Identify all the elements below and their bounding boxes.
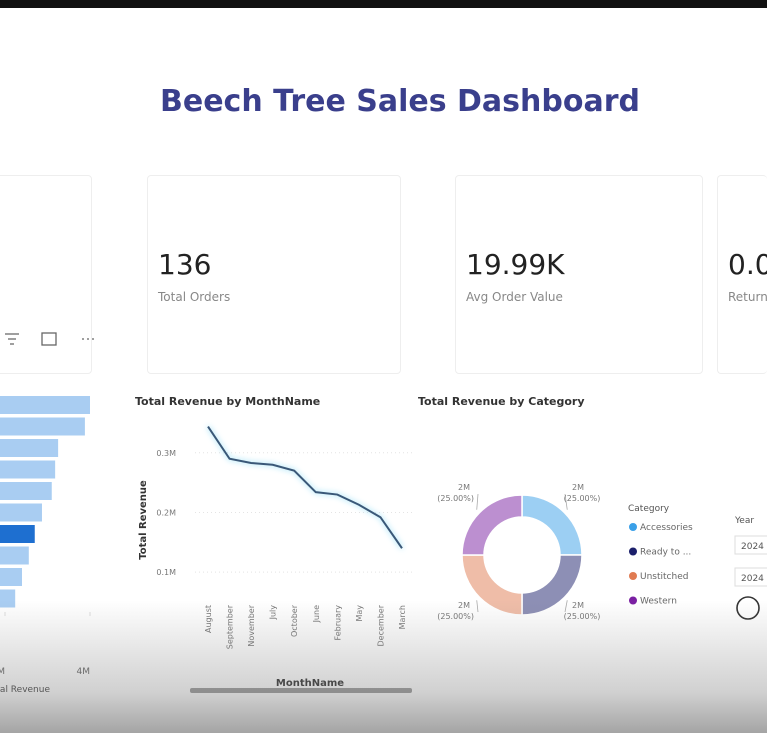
kpi-card: 0.0 Return: [717, 175, 767, 374]
data-label-percent: (25.00%): [437, 612, 474, 621]
data-label: 2M: [572, 483, 584, 492]
slicer-toggle[interactable]: [736, 596, 760, 620]
x-tick-label: 2M: [0, 667, 5, 677]
legend-marker: [629, 523, 637, 531]
dashboard-title: Beech Tree Sales Dashboard: [160, 84, 640, 119]
data-label: 2M: [458, 601, 470, 610]
bar: [0, 460, 56, 479]
bar: [0, 525, 35, 543]
x-tick-label: October: [290, 604, 299, 637]
bar: [0, 503, 42, 522]
legend-marker: [629, 547, 637, 556]
y-tick-label: 0.3M: [156, 449, 176, 458]
y-tick-label: 0.1M: [156, 568, 176, 577]
x-tick-label: March: [398, 605, 407, 629]
chart-title: Total Revenue by MonthName: [135, 395, 320, 408]
x-tick-label: February: [333, 605, 342, 641]
legend-label: Unstitched: [640, 572, 688, 582]
chart-title: Total Revenue by Category: [418, 395, 585, 408]
legend-label: Accessories: [640, 523, 693, 533]
legend-label: Western: [640, 597, 677, 607]
leader-line: [476, 493, 479, 510]
kpi-label: Total Orders: [158, 290, 231, 304]
top-bar: [0, 0, 767, 8]
kpi-value: 19.99K: [466, 248, 565, 281]
donut-slice: [461, 494, 523, 556]
x-tick-label: May: [355, 605, 364, 622]
slicer-item[interactable]: 2024: [741, 542, 764, 552]
bar: [0, 396, 90, 414]
data-label: 2M: [572, 601, 584, 610]
leader-line: [564, 493, 568, 510]
legend-marker: [629, 596, 637, 605]
x-tick-label: December: [376, 604, 385, 646]
focus-icon[interactable]: [41, 332, 57, 346]
bar: [0, 546, 29, 565]
slicer-item-box[interactable]: [734, 535, 767, 555]
donut-slice: [461, 554, 523, 616]
donut-slice: [521, 494, 583, 556]
card: [0, 175, 92, 374]
visual-toolbar[interactable]: [5, 332, 94, 346]
legend-title: Category: [628, 504, 670, 514]
data-label-percent: (25.00%): [437, 494, 474, 503]
leader-line: [564, 600, 568, 613]
data-label: 2M: [458, 483, 470, 492]
x-tick-label: November: [247, 604, 256, 646]
y-axis-title: Total Revenue: [138, 480, 149, 560]
kpi-value: 136: [158, 248, 212, 281]
bar: [0, 589, 16, 608]
leader-line: [476, 600, 479, 613]
kpi-card: 136 Total Orders: [147, 175, 401, 374]
slicer-item[interactable]: 2024: [741, 574, 764, 584]
x-tick-label: 4M: [77, 667, 91, 677]
bar: [0, 568, 22, 586]
kpi-value: 0.0: [728, 248, 767, 281]
x-tick-label: July: [269, 605, 278, 621]
filter-icon[interactable]: [5, 333, 19, 345]
x-axis-title: Total Revenue: [0, 685, 50, 695]
bar: [0, 417, 85, 436]
legend-marker: [629, 572, 637, 580]
bar: [0, 439, 59, 457]
y-tick-label: 0.2M: [156, 508, 176, 517]
data-label-percent: (25.00%): [564, 612, 601, 621]
slicer-title: Year: [734, 516, 754, 526]
kpi-label: Return: [728, 290, 767, 304]
x-tick-label: August: [204, 605, 213, 633]
x-axis-title: MonthName: [276, 678, 344, 689]
kpi-card: 19.99K Avg Order Value: [455, 175, 703, 374]
bar: [0, 482, 52, 500]
line: [207, 426, 403, 549]
kpi-label: Avg Order Value: [466, 290, 563, 304]
legend-label: Ready to ...: [640, 548, 691, 558]
x-tick-label: June: [312, 605, 321, 624]
slicer-item-box[interactable]: [734, 567, 767, 587]
x-tick-label: September: [226, 604, 235, 649]
data-label-percent: (25.00%): [564, 494, 601, 503]
